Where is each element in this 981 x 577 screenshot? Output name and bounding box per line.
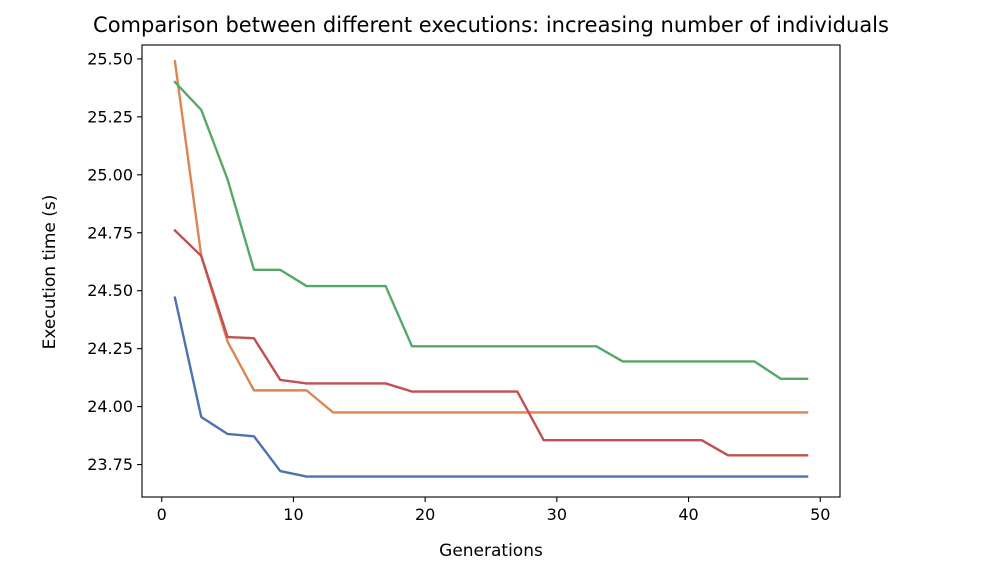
y-tick-label: 24.75 bbox=[87, 223, 133, 242]
series-line-3 bbox=[173, 80, 809, 380]
x-tick-label: 50 bbox=[810, 505, 830, 524]
x-tick-label: 20 bbox=[415, 505, 435, 524]
x-tick-label: 0 bbox=[157, 505, 167, 524]
y-axis: 23.75 24.00 24.25 24.50 24.75 25.00 25.25 25.50 bbox=[87, 49, 142, 474]
plot-frame bbox=[141, 44, 841, 498]
series-line-2 bbox=[173, 59, 809, 414]
y-tick-label: 25.50 bbox=[87, 49, 133, 68]
y-tick-label: 24.25 bbox=[87, 339, 133, 358]
y-tick-label: 25.00 bbox=[87, 165, 133, 184]
y-axis-label: Execution time (s) bbox=[40, 195, 60, 350]
chart-title: Comparison between different executions:… bbox=[93, 13, 889, 37]
x-axis: 0 10 20 30 40 50 bbox=[157, 497, 830, 524]
y-tick-label: 24.00 bbox=[87, 397, 133, 416]
series-layer bbox=[173, 59, 809, 478]
x-tick-label: 40 bbox=[678, 505, 698, 524]
x-tick-label: 30 bbox=[547, 505, 567, 524]
series-line-4 bbox=[173, 228, 809, 457]
y-tick-label: 24.50 bbox=[87, 281, 133, 300]
x-tick-label: 10 bbox=[283, 505, 303, 524]
plot-area bbox=[141, 44, 841, 498]
y-tick-label: 23.75 bbox=[87, 455, 133, 474]
series-line-1 bbox=[173, 296, 809, 478]
y-tick-label: 25.25 bbox=[87, 107, 133, 126]
x-axis-label: Generations bbox=[439, 541, 543, 561]
